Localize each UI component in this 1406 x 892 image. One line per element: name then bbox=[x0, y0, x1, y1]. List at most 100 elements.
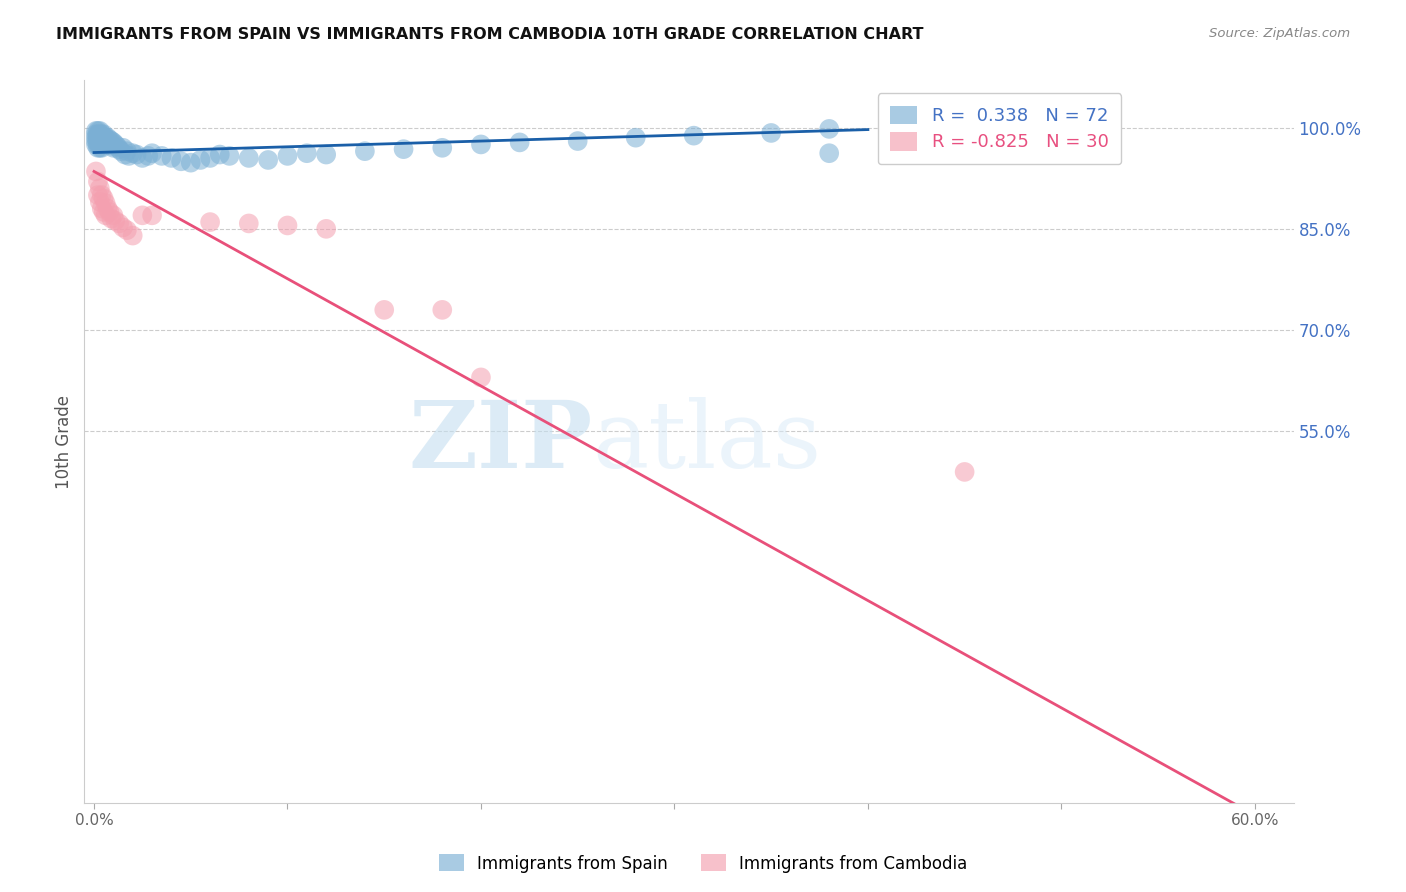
Point bbox=[98, 133, 121, 147]
Point bbox=[87, 134, 110, 148]
Point bbox=[315, 222, 337, 236]
Text: Source: ZipAtlas.com: Source: ZipAtlas.com bbox=[1209, 27, 1350, 40]
Point bbox=[84, 137, 107, 152]
Point bbox=[93, 130, 115, 145]
Point bbox=[624, 130, 647, 145]
Point bbox=[150, 149, 173, 163]
Point bbox=[84, 124, 107, 138]
Point bbox=[93, 191, 115, 205]
Point bbox=[131, 208, 153, 222]
Point bbox=[114, 147, 136, 161]
Point bbox=[818, 122, 841, 136]
Y-axis label: 10th Grade: 10th Grade bbox=[55, 394, 73, 489]
Text: IMMIGRANTS FROM SPAIN VS IMMIGRANTS FROM CAMBODIA 10TH GRADE CORRELATION CHART: IMMIGRANTS FROM SPAIN VS IMMIGRANTS FROM… bbox=[56, 27, 924, 42]
Point bbox=[97, 130, 120, 145]
Point bbox=[567, 134, 589, 148]
Point bbox=[682, 128, 704, 143]
Point bbox=[141, 208, 163, 222]
Point bbox=[89, 141, 111, 155]
Point bbox=[89, 124, 111, 138]
Point bbox=[121, 146, 143, 161]
Point bbox=[94, 137, 117, 152]
Point bbox=[94, 134, 117, 148]
Point bbox=[470, 370, 492, 384]
Point bbox=[93, 134, 115, 148]
Point bbox=[170, 154, 193, 169]
Point bbox=[94, 130, 117, 145]
Point bbox=[112, 220, 135, 235]
Point bbox=[141, 146, 163, 161]
Point bbox=[953, 465, 976, 479]
Point bbox=[160, 151, 183, 165]
Point bbox=[89, 194, 111, 209]
Point bbox=[295, 146, 318, 161]
Text: ZIP: ZIP bbox=[408, 397, 592, 486]
Point bbox=[90, 134, 112, 148]
Point bbox=[98, 137, 121, 152]
Point bbox=[93, 128, 115, 142]
Point bbox=[94, 208, 117, 222]
Point bbox=[115, 223, 138, 237]
Point bbox=[105, 139, 128, 153]
Point bbox=[90, 188, 112, 202]
Point bbox=[118, 149, 141, 163]
Point bbox=[89, 181, 111, 195]
Point bbox=[103, 141, 125, 155]
Point bbox=[276, 219, 298, 233]
Point bbox=[104, 213, 127, 227]
Point bbox=[432, 141, 454, 155]
Point bbox=[90, 202, 112, 216]
Point bbox=[93, 137, 115, 152]
Point bbox=[136, 149, 159, 163]
Point bbox=[470, 137, 492, 152]
Point bbox=[84, 134, 107, 148]
Point bbox=[90, 128, 112, 142]
Point bbox=[87, 137, 110, 152]
Point bbox=[84, 164, 107, 178]
Point bbox=[257, 153, 280, 167]
Point bbox=[97, 202, 120, 216]
Point bbox=[100, 134, 122, 148]
Point bbox=[276, 149, 298, 163]
Point bbox=[90, 141, 112, 155]
Point bbox=[84, 128, 107, 142]
Point bbox=[110, 144, 132, 158]
Point bbox=[87, 128, 110, 142]
Point bbox=[218, 149, 240, 163]
Point bbox=[108, 216, 131, 230]
Point bbox=[103, 136, 125, 150]
Legend: Immigrants from Spain, Immigrants from Cambodia: Immigrants from Spain, Immigrants from C… bbox=[432, 847, 974, 880]
Point bbox=[121, 228, 143, 243]
Point bbox=[190, 153, 212, 167]
Point bbox=[315, 147, 337, 161]
Point bbox=[94, 196, 117, 211]
Point bbox=[238, 151, 260, 165]
Point bbox=[392, 142, 415, 156]
Point bbox=[103, 208, 125, 222]
Point bbox=[89, 130, 111, 145]
Point bbox=[509, 136, 531, 150]
Point bbox=[354, 144, 377, 158]
Point bbox=[112, 141, 135, 155]
Point bbox=[115, 144, 138, 158]
Point bbox=[84, 130, 107, 145]
Point bbox=[180, 155, 202, 169]
Point bbox=[432, 302, 454, 317]
Point bbox=[87, 141, 110, 155]
Point bbox=[90, 130, 112, 145]
Point bbox=[89, 128, 111, 142]
Point bbox=[100, 211, 122, 226]
Point bbox=[759, 126, 782, 140]
Text: atlas: atlas bbox=[592, 397, 821, 486]
Point bbox=[198, 215, 221, 229]
Point bbox=[87, 130, 110, 145]
Point bbox=[125, 147, 148, 161]
Point bbox=[93, 205, 115, 219]
Point bbox=[818, 146, 841, 161]
Point bbox=[87, 188, 110, 202]
Legend: R =  0.338   N = 72, R = -0.825   N = 30: R = 0.338 N = 72, R = -0.825 N = 30 bbox=[877, 93, 1121, 164]
Point bbox=[97, 136, 120, 150]
Point bbox=[89, 137, 111, 152]
Point bbox=[198, 151, 221, 165]
Point bbox=[131, 151, 153, 165]
